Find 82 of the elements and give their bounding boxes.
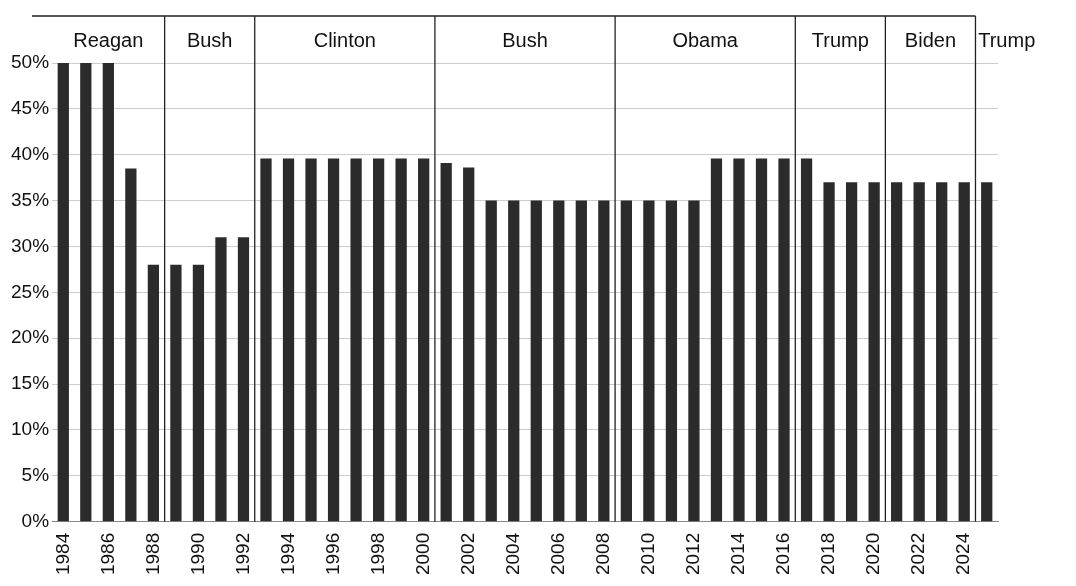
y-tick-label: 30%	[11, 234, 50, 256]
y-tick-label: 15%	[11, 372, 50, 394]
bar	[710, 158, 723, 522]
bar	[485, 200, 497, 522]
bar	[936, 182, 948, 522]
bar	[598, 200, 610, 522]
x-tick-label: 2000	[411, 532, 433, 576]
bar	[530, 200, 542, 522]
bar	[170, 264, 182, 522]
x-tick-label: 1986	[96, 532, 118, 576]
text: Biden	[904, 29, 957, 52]
x-tick-label: 2008	[592, 532, 614, 576]
bar	[125, 168, 137, 522]
y-tick-label: 5%	[21, 464, 50, 486]
x-tick-label: 2024	[952, 532, 974, 576]
bar	[620, 200, 632, 522]
bar	[327, 158, 340, 522]
bar	[823, 182, 835, 522]
bar	[305, 158, 317, 522]
bar	[80, 63, 92, 522]
x-tick-label: 2022	[907, 532, 929, 576]
bar	[891, 182, 903, 522]
text: Trump	[811, 29, 869, 52]
bar	[778, 158, 790, 522]
bar	[553, 200, 565, 522]
bar	[845, 182, 858, 522]
bar	[418, 158, 430, 522]
x-tick-label: 1996	[321, 532, 343, 576]
x-tick-label: 1998	[366, 532, 388, 576]
bar	[237, 237, 250, 522]
bar	[688, 200, 700, 522]
bar	[463, 167, 475, 522]
x-tick-label: 2012	[682, 532, 704, 576]
x-tick-label: 2010	[637, 532, 659, 576]
bar	[913, 182, 925, 522]
x-tick-label: 2016	[772, 532, 794, 576]
bar	[575, 200, 587, 522]
y-tick-label: 45%	[11, 97, 50, 119]
bar	[395, 158, 407, 522]
text: Trump	[978, 29, 1036, 52]
bar	[440, 163, 452, 522]
text: Bush	[502, 29, 548, 52]
bar	[260, 158, 272, 522]
bar	[733, 158, 745, 522]
bar	[800, 158, 813, 522]
y-tick-label: 25%	[11, 280, 50, 302]
bar	[755, 158, 768, 522]
text: Clinton	[313, 29, 376, 52]
x-tick-label: 2020	[862, 532, 884, 576]
y-tick-label: 35%	[11, 188, 50, 210]
bar	[508, 200, 520, 522]
bar	[643, 200, 655, 522]
bar	[215, 237, 227, 522]
bar	[372, 158, 385, 522]
text: Bush	[186, 29, 233, 52]
bar	[282, 158, 295, 522]
bar	[665, 200, 678, 522]
x-tick-label: 1988	[141, 532, 163, 576]
x-tick-label: 1992	[231, 532, 253, 576]
bar	[147, 264, 160, 522]
bar	[958, 182, 970, 522]
x-tick-label: 1990	[186, 532, 208, 576]
bar	[192, 264, 205, 522]
text: Reagan	[73, 29, 144, 52]
y-tick-label: 10%	[11, 418, 50, 440]
x-tick-label: 2002	[456, 532, 478, 576]
x-tick-label: 1994	[276, 532, 298, 576]
x-tick-label: 2006	[547, 532, 569, 576]
bar	[981, 182, 993, 522]
x-tick-label: 2018	[817, 532, 839, 576]
x-tick-label: 2014	[727, 532, 749, 576]
x-tick-label: 1984	[51, 532, 73, 576]
y-tick-label: 20%	[11, 326, 50, 348]
text: Obama	[672, 29, 739, 52]
bar	[102, 63, 114, 522]
bar	[868, 182, 880, 522]
bar	[350, 158, 362, 522]
x-tick-label: 2004	[501, 532, 523, 576]
y-tick-label: 0%	[21, 509, 50, 531]
y-tick-label: 50%	[11, 51, 50, 73]
y-tick-label: 40%	[11, 142, 50, 164]
bar	[57, 63, 69, 522]
